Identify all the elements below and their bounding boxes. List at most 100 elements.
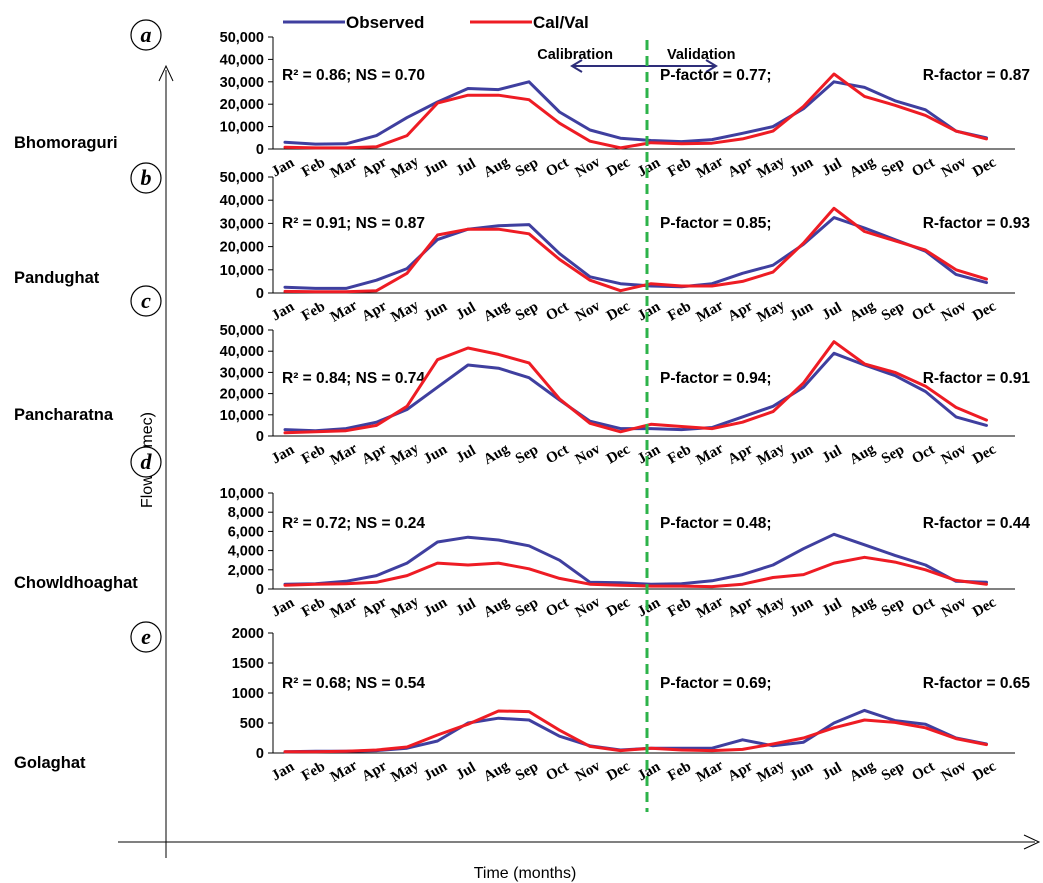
panel-letter-circle xyxy=(130,162,162,194)
month-label: Aug xyxy=(481,441,513,468)
month-label: Sep xyxy=(879,759,907,785)
stats-r-factor: R-factor = 0.44 xyxy=(923,515,1031,532)
y-tick-label: 1000 xyxy=(232,686,264,702)
month-label: Dec xyxy=(604,441,633,467)
month-label: Feb xyxy=(665,155,694,181)
month-label: Apr xyxy=(359,441,390,468)
panel-letter: a xyxy=(141,22,152,47)
y-tick-label: 20,000 xyxy=(220,387,264,403)
month-label: Jan xyxy=(269,298,298,324)
month-label: Sep xyxy=(513,442,541,468)
month-label: Nov xyxy=(939,758,970,785)
month-label: Apr xyxy=(359,154,390,181)
month-label: Jan xyxy=(269,758,298,784)
month-label: May xyxy=(388,593,422,622)
month-label: Sep xyxy=(513,595,541,621)
calval-series-line xyxy=(283,555,988,589)
panel-letter: c xyxy=(141,288,151,313)
month-label: Dec xyxy=(970,441,999,467)
month-label: Dec xyxy=(970,758,999,784)
month-label: Aug xyxy=(847,594,879,621)
month-label: Apr xyxy=(725,154,756,181)
stats-r2-ns: R² = 0.91; NS = 0.87 xyxy=(282,215,425,232)
month-label: Dec xyxy=(970,298,999,324)
y-tick-label: 0 xyxy=(256,429,264,445)
x-axis-title: Time (months) xyxy=(474,865,577,882)
month-label: Jun xyxy=(421,441,451,467)
month-label: May xyxy=(754,757,788,786)
y-tick-label: 50,000 xyxy=(220,30,264,46)
observed-series-line xyxy=(283,216,988,290)
y-tick-label: 30,000 xyxy=(220,216,264,232)
month-label: Feb xyxy=(299,595,328,621)
month-label: Feb xyxy=(665,299,694,325)
y-tick-label: 10,000 xyxy=(220,486,264,502)
panel-letter-circle xyxy=(130,285,162,317)
panel-letter-circle xyxy=(130,19,162,51)
month-label: Nov xyxy=(573,298,604,325)
month-label: Jun xyxy=(787,298,817,324)
month-label: Jul xyxy=(453,443,478,467)
month-label: Apr xyxy=(359,298,390,325)
legend-calval-label: Cal/Val xyxy=(533,13,589,32)
y-tick-label: 40,000 xyxy=(220,193,264,209)
month-label: Nov xyxy=(573,154,604,181)
month-label: Jan xyxy=(269,441,298,467)
month-label: Nov xyxy=(573,758,604,785)
stats-r-factor: R-factor = 0.87 xyxy=(923,67,1030,84)
y-tick-label: 0 xyxy=(256,286,264,302)
month-label: Nov xyxy=(573,441,604,468)
y-tick-label: 20,000 xyxy=(220,240,264,256)
y-tick-label: 40,000 xyxy=(220,344,264,360)
month-label: Feb xyxy=(299,442,328,468)
month-label: Apr xyxy=(725,298,756,325)
y-tick-label: 40,000 xyxy=(220,52,264,68)
stats-p-factor: P-factor = 0.94; xyxy=(660,370,772,387)
stats-r2-ns: R² = 0.68; NS = 0.54 xyxy=(282,675,425,692)
month-label: Nov xyxy=(939,441,970,468)
month-label: Aug xyxy=(481,154,513,181)
month-label: Dec xyxy=(604,758,633,784)
month-label: Feb xyxy=(299,155,328,181)
calval-series-line xyxy=(283,709,988,754)
month-label: Jan xyxy=(269,154,298,180)
month-label: Jun xyxy=(421,758,451,784)
stats-r-factor: R-factor = 0.65 xyxy=(923,675,1031,692)
station-label: Chowldhoaghat xyxy=(14,574,138,592)
month-label: Dec xyxy=(604,594,633,620)
month-label: Oct xyxy=(909,759,937,785)
month-label: Sep xyxy=(513,759,541,785)
month-label: Dec xyxy=(604,298,633,324)
observed-series-line xyxy=(283,80,988,146)
month-label: Jun xyxy=(787,758,817,784)
month-label: Jan xyxy=(635,154,664,180)
outer-y-axis-arrowhead xyxy=(158,64,174,82)
month-label: Mar xyxy=(694,153,727,181)
panel-letter-circle xyxy=(130,446,162,478)
y-tick-label: 0 xyxy=(256,142,264,158)
month-label: Apr xyxy=(725,758,756,785)
y-tick-label: 10,000 xyxy=(220,408,264,424)
month-label: Jul xyxy=(453,760,478,784)
month-label: Feb xyxy=(299,299,328,325)
y-tick-label: 2000 xyxy=(232,626,264,642)
month-label: Aug xyxy=(481,758,513,785)
month-label: Jan xyxy=(269,594,298,620)
month-label: Jun xyxy=(787,594,817,620)
month-label: May xyxy=(754,153,788,182)
month-label: Sep xyxy=(513,299,541,325)
month-label: Mar xyxy=(328,757,361,785)
month-label: Sep xyxy=(879,442,907,468)
stats-p-factor: P-factor = 0.48; xyxy=(660,515,772,532)
panel-letter: d xyxy=(141,449,153,474)
panel-b: b Pandughat 0 10,000 20,000 30,000 40,000 50,00… xyxy=(14,162,1030,326)
y-tick-label: 50,000 xyxy=(220,170,264,186)
month-label: Dec xyxy=(970,594,999,620)
month-label: Sep xyxy=(513,155,541,181)
month-label: Sep xyxy=(879,155,907,181)
station-label: Pandughat xyxy=(14,269,100,287)
month-label: Aug xyxy=(847,298,879,325)
month-label: Oct xyxy=(543,299,571,325)
month-label: Jan xyxy=(635,594,664,620)
